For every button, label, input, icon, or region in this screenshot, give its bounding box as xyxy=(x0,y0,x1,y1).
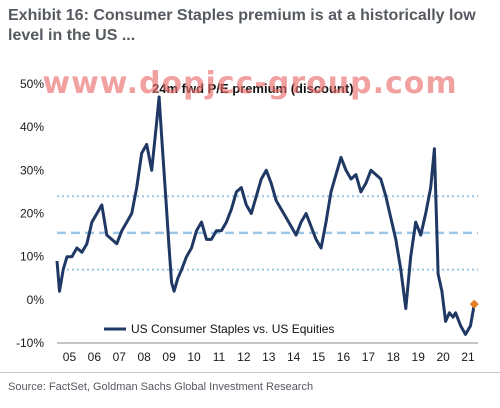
reference-lines xyxy=(57,195,478,271)
chart-title: 24m fwd P/E premium (discount) xyxy=(152,81,354,96)
x-tick-label: 15 xyxy=(312,350,326,364)
x-tick-label: 06 xyxy=(88,350,102,364)
x-tick-label: 13 xyxy=(262,350,276,364)
x-tick-label: 11 xyxy=(213,350,226,364)
exhibit-title: Exhibit 16: Consumer Staples premium is … xyxy=(8,7,476,44)
x-tick-label: 17 xyxy=(362,350,376,364)
legend: US Consumer Staples vs. US Equities xyxy=(104,322,334,336)
x-tick-label: 12 xyxy=(237,350,251,364)
x-tick-label: 10 xyxy=(187,350,201,364)
x-tick-label: 05 xyxy=(63,350,77,364)
source-note: Source: FactSet, Goldman Sachs Global In… xyxy=(8,381,314,393)
y-tick-label: 30% xyxy=(20,163,44,177)
y-tick-label: 20% xyxy=(20,207,44,221)
y-axis-tick-labels: 50% 40% 30% 20% 10% 0% -10% xyxy=(16,77,44,350)
x-tick-label: 18 xyxy=(387,350,401,364)
y-tick-label: 10% xyxy=(20,250,44,264)
x-tick-label: 08 xyxy=(138,350,152,364)
x-tick-label: 07 xyxy=(113,350,127,364)
y-tick-label: -10% xyxy=(16,336,44,350)
x-tick-label: 14 xyxy=(287,350,301,364)
x-tick-label: 09 xyxy=(162,350,176,364)
x-tick-label: 16 xyxy=(337,350,351,364)
series-line xyxy=(55,95,476,336)
x-axis-tick-labels: 05 06 07 08 09 10 11 12 13 14 15 16 17 18 19 20 21 xyxy=(63,350,475,364)
y-tick-label: 0% xyxy=(27,293,45,307)
last-point-marker xyxy=(469,299,479,309)
x-tick-label: 20 xyxy=(436,350,450,364)
x-tick-label: 19 xyxy=(412,350,426,364)
watermark: www.dopjcc-group.com xyxy=(42,66,458,101)
legend-label: US Consumer Staples vs. US Equities xyxy=(131,322,334,336)
footer-divider xyxy=(0,372,500,373)
y-tick-label: 50% xyxy=(20,77,44,91)
y-tick-label: 40% xyxy=(20,120,44,134)
x-tick-label: 21 xyxy=(461,350,475,364)
